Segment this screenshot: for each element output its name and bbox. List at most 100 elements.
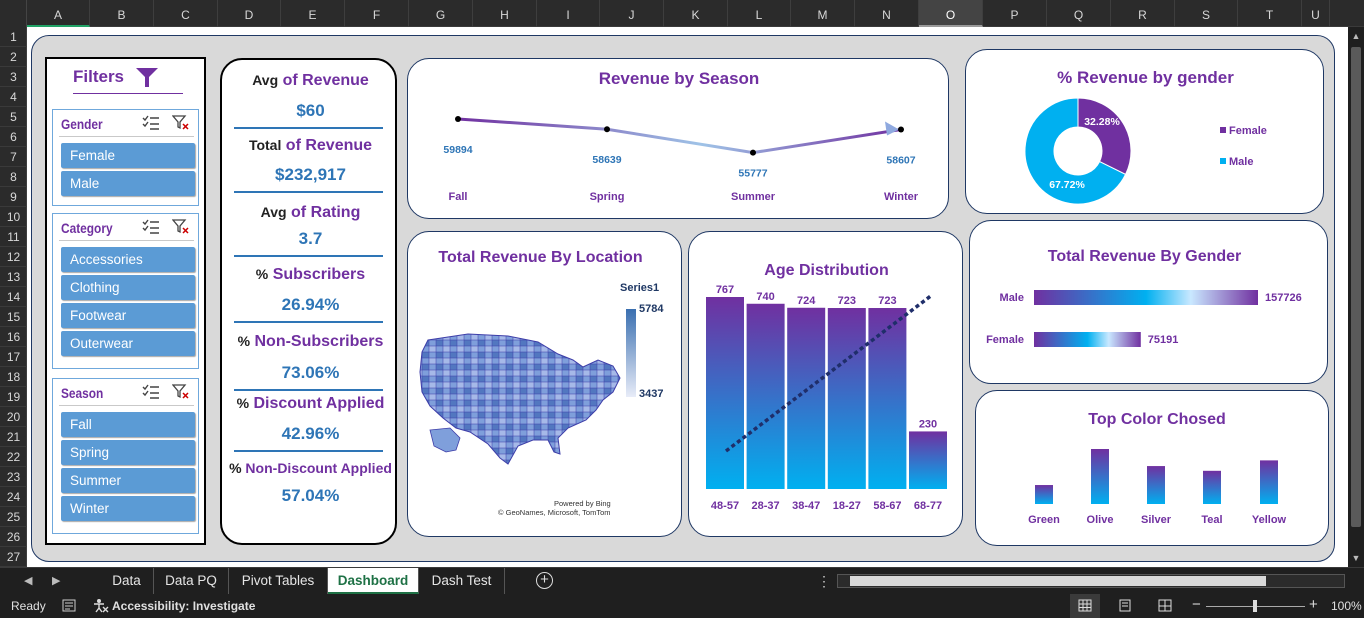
macro-record-icon[interactable] <box>62 599 76 612</box>
row-header-4[interactable]: 4 <box>0 87 27 107</box>
row-header-12[interactable]: 12 <box>0 247 27 267</box>
row-header-22[interactable]: 22 <box>0 447 27 467</box>
column-header-b[interactable]: B <box>90 0 154 27</box>
row-header-bar: 1 2 3 4 5 6 7 8 9 10 11 12 13 14 15 16 17 18 19 20 21 22 23 24 2… <box>0 27 27 567</box>
category-accessories-button[interactable]: Accessories <box>61 247 195 272</box>
scroll-thumb[interactable] <box>1351 47 1361 527</box>
scroll-up-icon[interactable]: ▲ <box>1351 31 1361 41</box>
next-sheet-icon[interactable]: ▶ <box>52 575 61 587</box>
row-header-24[interactable]: 24 <box>0 487 27 507</box>
sheet-tab-dash-test[interactable]: Dash Test <box>419 568 505 594</box>
row-header-26[interactable]: 26 <box>0 527 27 547</box>
column-header-q[interactable]: Q <box>1047 0 1111 27</box>
row-header-2[interactable]: 2 <box>0 47 27 67</box>
revenue-by-location-card[interactable]: Total Revenue By Location Series1 5784 3… <box>407 231 682 537</box>
select-all-corner[interactable] <box>0 0 27 27</box>
column-header-g[interactable]: G <box>409 0 473 27</box>
row-header-16[interactable]: 16 <box>0 327 27 347</box>
row-header-7[interactable]: 7 <box>0 147 27 167</box>
page-layout-icon[interactable] <box>1118 599 1132 612</box>
revenue-by-season-card[interactable]: Revenue by Season 59894 Fall 58639 Spring 55… <box>407 58 949 219</box>
column-header-j[interactable]: J <box>600 0 664 27</box>
prev-sheet-icon[interactable]: ◀ <box>24 575 33 587</box>
vertical-scrollbar[interactable]: ▲ ▼ <box>1348 27 1364 567</box>
column-header-p[interactable]: P <box>983 0 1047 27</box>
horizontal-scroll-thumb[interactable] <box>850 576 1266 586</box>
row-header-19[interactable]: 19 <box>0 387 27 407</box>
age-distribution-card[interactable]: Age Distribution 767 48-57 740 28-37 724 38-4… <box>688 231 963 537</box>
column-header-f[interactable]: F <box>345 0 409 27</box>
gender-female-button[interactable]: Female <box>61 143 195 168</box>
row-header-14[interactable]: 14 <box>0 287 27 307</box>
sheet-tab-data[interactable]: Data <box>100 568 154 594</box>
row-header-15[interactable]: 15 <box>0 307 27 327</box>
gender-pct-card[interactable]: % Revenue by gender 32.28% 67.72% Female Ma… <box>965 49 1324 214</box>
column-header-s[interactable]: S <box>1175 0 1238 27</box>
row-header-5[interactable]: 5 <box>0 107 27 127</box>
legend-label-male: Male <box>1229 156 1253 168</box>
column-header-a[interactable]: A <box>27 0 90 27</box>
scroll-down-icon[interactable]: ▼ <box>1351 553 1361 563</box>
column-header-i[interactable]: I <box>537 0 600 27</box>
category-outerwear-button[interactable]: Outerwear <box>61 331 195 356</box>
row-header-3[interactable]: 3 <box>0 67 27 87</box>
horizontal-scrollbar[interactable] <box>837 574 1345 588</box>
normal-view-button[interactable] <box>1070 594 1100 618</box>
row-header-9[interactable]: 9 <box>0 187 27 207</box>
column-header-t[interactable]: T <box>1238 0 1302 27</box>
multi-select-icon[interactable] <box>142 115 160 131</box>
clear-filter-icon[interactable] <box>172 115 190 131</box>
column-header-l[interactable]: L <box>728 0 791 27</box>
column-header-o[interactable]: O <box>919 0 983 27</box>
row-header-6[interactable]: 6 <box>0 127 27 147</box>
sheet-tab-pivot-tables[interactable]: Pivot Tables <box>229 568 328 594</box>
season-fall-button[interactable]: Fall <box>61 412 195 437</box>
sheet-tab-dashboard[interactable]: Dashboard <box>328 568 419 594</box>
season-summer-button[interactable]: Summer <box>61 468 195 493</box>
row-header-17[interactable]: 17 <box>0 347 27 367</box>
revenue-by-gender-card[interactable]: Total Revenue By Gender Male 157726 Female… <box>969 220 1328 384</box>
accessibility-icon[interactable] <box>93 598 109 613</box>
accessibility-status[interactable]: Accessibility: Investigate <box>112 599 256 613</box>
sheet-tab-data-pq[interactable]: Data PQ <box>154 568 229 594</box>
row-header-18[interactable]: 18 <box>0 367 27 387</box>
clear-filter-icon[interactable] <box>172 384 190 400</box>
row-header-11[interactable]: 11 <box>0 227 27 247</box>
row-header-10[interactable]: 10 <box>0 207 27 227</box>
row-header-25[interactable]: 25 <box>0 507 27 527</box>
column-header-r[interactable]: R <box>1111 0 1175 27</box>
column-header-u[interactable]: U <box>1302 0 1330 27</box>
row-header-23[interactable]: 23 <box>0 467 27 487</box>
row-header-8[interactable]: 8 <box>0 167 27 187</box>
page-break-icon[interactable] <box>1158 599 1172 612</box>
row-header-21[interactable]: 21 <box>0 427 27 447</box>
zoom-slider-thumb[interactable] <box>1253 600 1257 612</box>
category-footwear-button[interactable]: Footwear <box>61 303 195 328</box>
season-spring-button[interactable]: Spring <box>61 440 195 465</box>
season-winter-button[interactable]: Winter <box>61 496 195 521</box>
column-header-e[interactable]: E <box>281 0 345 27</box>
column-header-k[interactable]: K <box>664 0 728 27</box>
column-header-h[interactable]: H <box>473 0 537 27</box>
zoom-in-icon[interactable]: + <box>1309 596 1318 613</box>
more-options-icon[interactable]: ⋮ <box>817 573 831 589</box>
zoom-out-icon[interactable]: − <box>1192 596 1201 613</box>
add-sheet-icon[interactable]: + <box>536 572 553 589</box>
kpi-label-text: of Revenue <box>278 72 369 89</box>
row-header-1[interactable]: 1 <box>0 27 27 47</box>
zoom-level[interactable]: 100% <box>1331 599 1362 613</box>
gender-male-button[interactable]: Male <box>61 171 195 196</box>
multi-select-icon[interactable] <box>142 219 160 235</box>
column-header-n[interactable]: N <box>855 0 919 27</box>
slicer-divider <box>59 405 194 406</box>
top-color-card[interactable]: Top Color Chosed Green Olive Silver Teal Yel… <box>975 390 1329 546</box>
row-header-20[interactable]: 20 <box>0 407 27 427</box>
row-header-13[interactable]: 13 <box>0 267 27 287</box>
clear-filter-icon[interactable] <box>172 219 190 235</box>
multi-select-icon[interactable] <box>142 384 160 400</box>
column-header-d[interactable]: D <box>218 0 281 27</box>
column-header-m[interactable]: M <box>791 0 855 27</box>
column-header-c[interactable]: C <box>154 0 218 27</box>
row-header-27[interactable]: 27 <box>0 547 27 567</box>
category-clothing-button[interactable]: Clothing <box>61 275 195 300</box>
